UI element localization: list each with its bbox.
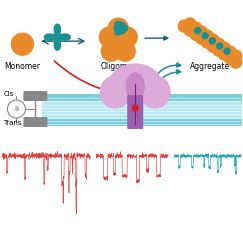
- FancyBboxPatch shape: [23, 117, 47, 127]
- Circle shape: [201, 36, 213, 48]
- Circle shape: [207, 40, 219, 52]
- Circle shape: [202, 33, 208, 39]
- FancyBboxPatch shape: [42, 94, 242, 101]
- Circle shape: [184, 18, 196, 30]
- Circle shape: [224, 48, 230, 54]
- Circle shape: [115, 41, 135, 61]
- Text: Trans: Trans: [3, 120, 22, 126]
- Text: Oligomer: Oligomer: [101, 61, 136, 71]
- Circle shape: [209, 38, 215, 44]
- FancyBboxPatch shape: [42, 119, 242, 126]
- Circle shape: [117, 27, 137, 47]
- Circle shape: [230, 50, 242, 62]
- Circle shape: [213, 44, 225, 56]
- Ellipse shape: [100, 76, 130, 108]
- Circle shape: [195, 28, 201, 34]
- Circle shape: [108, 18, 128, 38]
- Circle shape: [207, 34, 219, 46]
- FancyBboxPatch shape: [127, 95, 143, 129]
- Circle shape: [123, 26, 128, 31]
- Circle shape: [115, 21, 120, 26]
- Circle shape: [218, 48, 230, 60]
- Text: Aggregate: Aggregate: [190, 61, 230, 71]
- Circle shape: [99, 27, 119, 47]
- Circle shape: [230, 56, 242, 68]
- Circle shape: [132, 105, 138, 111]
- Circle shape: [224, 52, 236, 64]
- Circle shape: [201, 30, 213, 42]
- Circle shape: [224, 46, 236, 58]
- Circle shape: [195, 32, 208, 44]
- Ellipse shape: [140, 76, 170, 108]
- Circle shape: [213, 38, 225, 50]
- Circle shape: [114, 22, 126, 34]
- Circle shape: [184, 24, 196, 36]
- Circle shape: [195, 26, 208, 38]
- Ellipse shape: [109, 64, 161, 104]
- Circle shape: [218, 42, 230, 54]
- FancyBboxPatch shape: [23, 91, 47, 101]
- Circle shape: [178, 20, 190, 32]
- Text: ⊗: ⊗: [13, 106, 19, 112]
- Text: Cis: Cis: [3, 91, 14, 97]
- Text: Monomer: Monomer: [4, 61, 40, 71]
- Circle shape: [8, 100, 26, 118]
- Polygon shape: [44, 24, 70, 50]
- Circle shape: [101, 41, 121, 61]
- Circle shape: [115, 30, 120, 35]
- Circle shape: [190, 28, 202, 40]
- FancyBboxPatch shape: [42, 101, 242, 119]
- Circle shape: [217, 43, 223, 49]
- Circle shape: [11, 33, 33, 55]
- Circle shape: [190, 22, 202, 34]
- Ellipse shape: [126, 73, 144, 99]
